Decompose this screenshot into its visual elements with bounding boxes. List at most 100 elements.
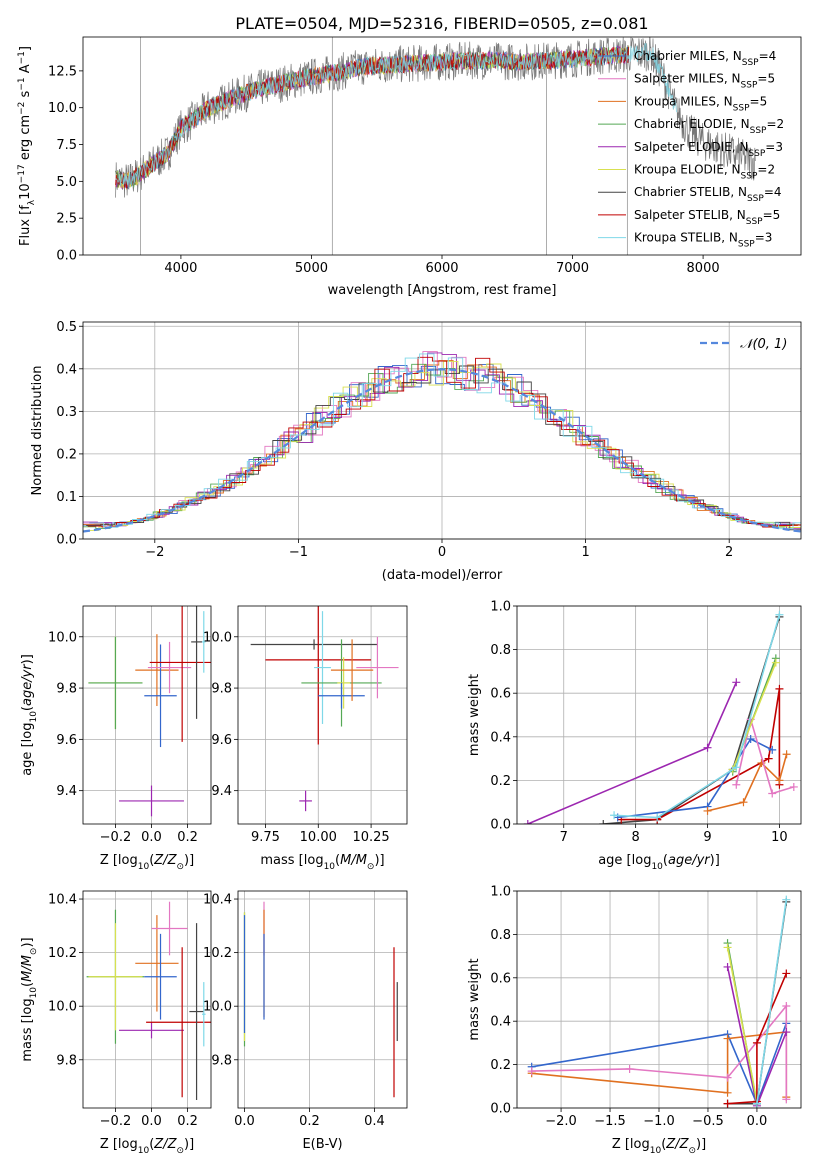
y-tick-label: 0.0 [56, 249, 77, 264]
label-part: −2 [17, 102, 27, 115]
x-tick-label: −0.5 [692, 1114, 724, 1129]
label-part: −1 [17, 51, 27, 64]
y-tick-label: 0.4 [56, 362, 77, 377]
legend-entry: Salpeter MILES, NSSP=5 [634, 72, 775, 91]
y-tick-label: 10.0 [48, 1000, 77, 1015]
label-part: λ [27, 199, 37, 205]
y-tick-label: 0.3 [56, 405, 77, 420]
data-point-marker [782, 1028, 791, 1037]
x-axis-label: Z [log10(Z/Z⊙)] [100, 853, 194, 872]
data-point-marker [739, 798, 748, 807]
weight-series-line [735, 719, 795, 795]
legend-entry: 𝒩(0, 1) [740, 337, 787, 352]
axes-frame [237, 890, 408, 1109]
label-part: )] [20, 937, 35, 947]
label-part: ⊙ [367, 862, 375, 872]
label-part: =3 [765, 140, 783, 154]
label-part: 10 [651, 862, 663, 872]
x-tick-label: 9 [703, 830, 711, 845]
model-spectrum-line [115, 43, 677, 190]
label-part: Z/Z [153, 1137, 177, 1152]
label-part: Flux [f [18, 205, 33, 246]
label-part: SSP [747, 194, 764, 204]
label-part: SSP [738, 240, 755, 250]
label-part: =2 [766, 117, 784, 131]
y-tick-label: 0.4 [490, 1015, 511, 1030]
axes-frame [82, 321, 802, 540]
axes-frame [237, 605, 408, 825]
x-tick-label: 10.25 [352, 830, 389, 845]
y-axis-label: Flux [fλ10−17 erg cm−2 s−1 A−1] [17, 46, 37, 246]
axes-mass-vs-ebv: 0.0 0.2 0.4 9.8 10.0 10.2 10.4 [203, 890, 408, 1129]
residual-histogram [89, 353, 801, 530]
data-point-marker [732, 678, 741, 687]
plot-area-massweight-vs-Z [527, 895, 791, 1108]
axes-age-vs-Z: −0.2 0.0 0.2 9.4 9.6 9.8 10.0 [48, 605, 212, 845]
y-tick-label: 0.8 [490, 643, 511, 658]
x-tick-label: 0.0 [141, 830, 162, 845]
label-part: Z [log [100, 1137, 138, 1152]
plot-area-mass-vs-Z [86, 901, 211, 1100]
data-point-marker [732, 780, 741, 789]
label-part: ⊙ [176, 1146, 184, 1156]
label-part: ( [149, 1137, 154, 1152]
data-point-marker [732, 763, 741, 772]
y-tick-label: 0.6 [490, 687, 511, 702]
legend-entry: Chabrier ELODIE, NSSP=2 [634, 117, 784, 136]
x-tick-label: 9.75 [251, 830, 280, 845]
plot-area-age-vs-Z [88, 606, 211, 817]
label-part: ⊙ [29, 948, 39, 956]
data-point-marker [610, 811, 619, 820]
label-part: mass weight [467, 674, 482, 756]
y-tick-label: 10.4 [48, 893, 77, 908]
y-tick-label: 0.1 [56, 490, 77, 505]
legend-entry: Chabrier STELIB, NSSP=4 [634, 185, 782, 204]
data-point-marker [782, 1095, 791, 1104]
label-part: SSP [741, 172, 758, 182]
x-axis-label: Z [log10(Z/Z⊙)] [612, 1137, 706, 1156]
y-tick-label: 9.8 [56, 1053, 77, 1068]
label-part: mass [log [260, 853, 323, 868]
y-tick-label: 9.6 [56, 733, 77, 748]
data-point-marker [723, 962, 732, 971]
figure-title: PLATE=0504, MJD=52316, FIBERID=0505, z=0… [235, 14, 648, 33]
x-tick-label: 10 [771, 830, 788, 845]
y-tick-label: 10.0 [48, 630, 77, 645]
x-tick-label: 0 [438, 545, 446, 560]
label-part: 10 [650, 1146, 662, 1156]
y-tick-label: 0.2 [490, 1058, 511, 1073]
label-part: −17 [17, 164, 27, 183]
y-axis-label: mass weight [467, 674, 482, 756]
x-axis-label: Z [log10(Z/Z⊙)] [100, 1137, 194, 1156]
x-tick-label: 7 [560, 830, 568, 845]
data-point-marker [782, 1002, 791, 1011]
label-part: ( [20, 706, 35, 711]
y-tick-label: 10.0 [203, 1000, 232, 1015]
label-part: ] [18, 46, 33, 51]
label-part: 10 [324, 862, 336, 872]
x-axis-label: wavelength [Angstrom, rest frame] [328, 283, 557, 298]
x-tick-label: 8000 [687, 261, 720, 276]
y-tick-label: 9.6 [211, 733, 232, 748]
y-tick-label: 0.2 [490, 774, 511, 789]
label-part: SSP [750, 126, 767, 136]
label-part: )] [696, 1137, 706, 1152]
label-part: age/yr [20, 663, 35, 706]
data-point-marker [723, 1034, 732, 1043]
x-tick-label: 1 [581, 545, 589, 560]
x-tick-label: 0.0 [141, 1114, 162, 1129]
legend-entry: Kroupa ELODIE, NSSP=2 [634, 163, 775, 182]
label-part: =5 [763, 208, 781, 222]
axes-residuals: −2 −1 0 1 2 0.0 0.1 0.2 0.3 0.4 0.5 [56, 320, 802, 560]
data-point-marker [775, 684, 784, 693]
data-point-marker [768, 789, 777, 798]
weight-series-line [726, 947, 758, 1102]
y-tick-label: 10.4 [203, 893, 232, 908]
x-tick-label: 0.2 [177, 830, 198, 845]
y-tick-label: 5.0 [56, 175, 77, 190]
x-tick-label: 7000 [556, 261, 589, 276]
weight-series-line [614, 614, 781, 819]
legend-entry: Salpeter STELIB, NSSP=5 [634, 208, 780, 227]
x-tick-label: 0.0 [747, 1114, 768, 1129]
label-part: 10 [138, 862, 150, 872]
